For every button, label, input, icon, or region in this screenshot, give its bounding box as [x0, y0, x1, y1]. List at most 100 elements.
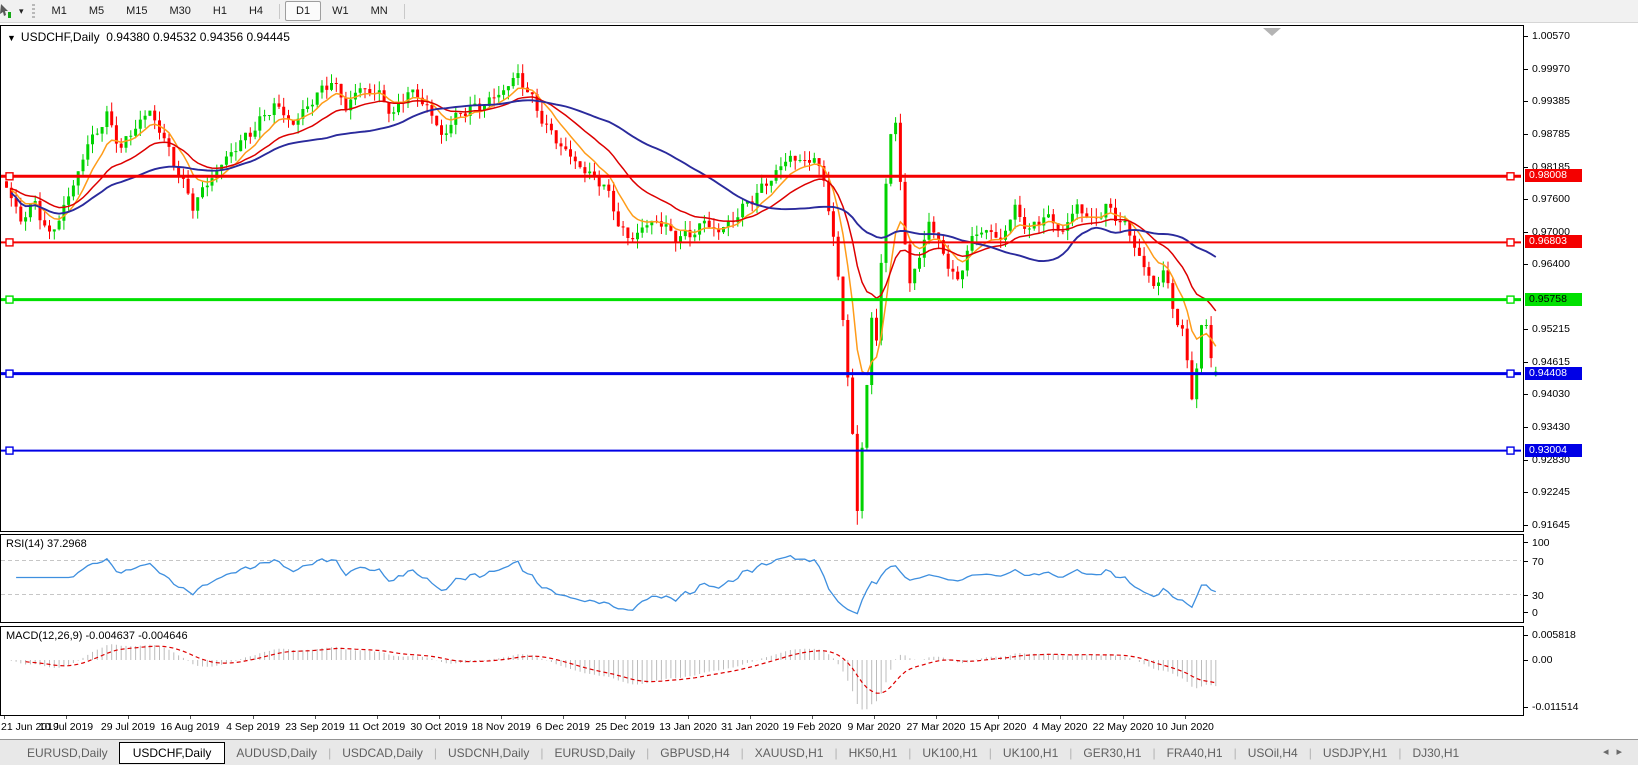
price-tick: [1524, 101, 1528, 102]
h-line-handle[interactable]: [5, 446, 14, 455]
date-label: 16 Aug 2019: [160, 721, 220, 733]
timeframe-m30[interactable]: M30: [169, 5, 191, 17]
tab-gbpusd-h4[interactable]: GBPUSD,H4: [660, 745, 730, 760]
date-tick: [190, 716, 191, 719]
date-tick: [750, 716, 751, 719]
date-tick: [1185, 716, 1186, 719]
price-tick: [1524, 525, 1528, 526]
down-candle-bodies: [5, 73, 1213, 511]
tab-divider: |: [1398, 745, 1402, 760]
price-tick: [1524, 232, 1528, 233]
h-line-handle[interactable]: [1506, 238, 1515, 247]
tab-hk50-h1[interactable]: HK50,H1: [848, 745, 898, 760]
h-line-handle[interactable]: [5, 238, 14, 247]
date-label: 15 Apr 2020: [969, 721, 1027, 733]
date-tick: [998, 716, 999, 719]
ohlc-close: 0.94445: [246, 30, 290, 44]
tab-usdcad-daily[interactable]: USDCAD,Daily: [342, 745, 423, 760]
price-chart-panel[interactable]: ▼ USDCHF,Daily 0.94380 0.94532 0.94356 0.…: [0, 25, 1524, 532]
date-label: 11 Oct 2019: [348, 721, 406, 733]
tab-usoil-h4[interactable]: USOil,H4: [1247, 745, 1298, 760]
tab-scroll-right-icon[interactable]: ▸: [1616, 746, 1630, 758]
price-tick: [1524, 329, 1528, 330]
tab-eurusd-daily[interactable]: EURUSD,Daily: [27, 745, 108, 760]
date-tick: [625, 716, 626, 719]
toolbar-separator: [403, 3, 405, 19]
date-label: 4 Sep 2019: [226, 721, 280, 733]
h-line-handle[interactable]: [5, 295, 14, 304]
tab-usdchf-daily[interactable]: USDCHF,Daily: [118, 741, 226, 764]
chart-shift-marker-icon[interactable]: [1263, 28, 1281, 36]
h-line-handle[interactable]: [1506, 446, 1515, 455]
rsi-tick: [1524, 595, 1528, 596]
date-label: 22 May 2020: [1092, 721, 1154, 733]
price-level-badge: 0.94408: [1525, 367, 1582, 380]
timeframe-d1[interactable]: D1: [285, 1, 322, 21]
date-axis[interactable]: 21 Jun 2019 10 Jul 2019 29 Jul 2019 16 Aug …: [0, 716, 1524, 738]
ohlc-low: 0.94356: [199, 30, 244, 44]
symbol-label: USDCHF,Daily: [20, 30, 100, 44]
macd-signal-line: [25, 645, 1216, 694]
date-tick: [66, 716, 67, 719]
tab-xauusd-h1[interactable]: XAUUSD,H1: [754, 745, 824, 760]
h-line-handle[interactable]: [1506, 172, 1515, 181]
rsi-value: 37.2968: [46, 538, 87, 550]
down-candle-wicks: [6, 64, 1212, 525]
tab-ger30-h1[interactable]: GER30,H1: [1083, 745, 1142, 760]
rsi-label: RSI(14) 37.2968: [6, 538, 87, 550]
tab-fra40-h1[interactable]: FRA40,H1: [1166, 745, 1223, 760]
chart-cursor-icon[interactable]: [0, 3, 17, 19]
price-tick: [1524, 134, 1528, 135]
date-tick: [501, 716, 502, 719]
symbol-dropdown-icon[interactable]: ▼: [7, 33, 16, 43]
h-line-handle[interactable]: [1506, 295, 1515, 304]
macd-tick-label: 0.005818: [1532, 629, 1576, 641]
tab-usdcnh-daily[interactable]: USDCNH,Daily: [448, 745, 530, 760]
rsi-canvas[interactable]: [1, 535, 1521, 620]
date-tick: [253, 716, 254, 719]
date-label: 30 Oct 2019: [410, 721, 468, 733]
price-tick-label: 0.99970: [1532, 63, 1570, 75]
tab-dj30-h1[interactable]: DJ30,H1: [1412, 745, 1460, 760]
price-tick: [1524, 199, 1528, 200]
date-label: 13 Jan 2020: [659, 721, 717, 733]
rsi-panel[interactable]: RSI(14) 37.2968: [0, 534, 1524, 623]
h-line-handle[interactable]: [1506, 369, 1515, 378]
timeframe-mn[interactable]: MN: [370, 5, 388, 17]
timeframe-w1[interactable]: W1: [332, 5, 349, 17]
date-label: 18 Nov 2019: [471, 721, 531, 733]
date-label: 6 Dec 2019: [536, 721, 590, 733]
timeframe-m1[interactable]: M1: [51, 5, 67, 17]
tab-eurusd-daily[interactable]: EURUSD,Daily: [554, 745, 636, 760]
macd-panel[interactable]: MACD(12,26,9) -0.004637 -0.004646: [0, 626, 1524, 716]
tab-uk100-h1[interactable]: UK100,H1: [1002, 745, 1059, 760]
price-level-badge: 0.95758: [1525, 293, 1582, 306]
timeframe-m15[interactable]: M15: [126, 5, 148, 17]
rsi-line: [16, 554, 1217, 615]
tab-usdjpy-h1[interactable]: USDJPY,H1: [1322, 745, 1388, 760]
timeframe-h4[interactable]: H4: [248, 5, 264, 17]
price-tick: [1524, 427, 1528, 428]
date-label: 19 Feb 2020: [782, 721, 842, 733]
date-label: 29 Jul 2019: [100, 721, 156, 733]
timeframe-m5[interactable]: M5: [88, 5, 105, 17]
timeframe-toolbar: ▾ M1 M5 M15 M30 H1 H4 D1 W1 MN: [0, 0, 1638, 23]
date-tick: [1123, 716, 1124, 719]
tab-uk100-h1[interactable]: UK100,H1: [922, 745, 978, 760]
date-tick: [563, 716, 564, 719]
h-line-handle[interactable]: [5, 369, 14, 378]
chart-title: ▼ USDCHF,Daily 0.94380 0.94532 0.94356 0.…: [7, 30, 290, 44]
tab-audusd-daily[interactable]: AUDUSD,Daily: [236, 745, 318, 760]
price-chart-canvas[interactable]: [1, 26, 1521, 529]
price-tick-label: 0.92245: [1532, 486, 1570, 498]
tab-scroll-left-icon[interactable]: ◂: [1602, 746, 1617, 758]
date-tick: [315, 716, 316, 719]
macd-canvas[interactable]: [1, 627, 1521, 713]
h-line-handle[interactable]: [5, 172, 14, 181]
macd-tick: [1524, 660, 1528, 661]
toolbar-grip[interactable]: [31, 4, 35, 18]
tab-divider: |: [1233, 745, 1237, 760]
price-tick: [1524, 362, 1528, 363]
chart-tool-dropdown-icon[interactable]: ▾: [19, 5, 24, 16]
timeframe-h1[interactable]: H1: [212, 5, 227, 17]
